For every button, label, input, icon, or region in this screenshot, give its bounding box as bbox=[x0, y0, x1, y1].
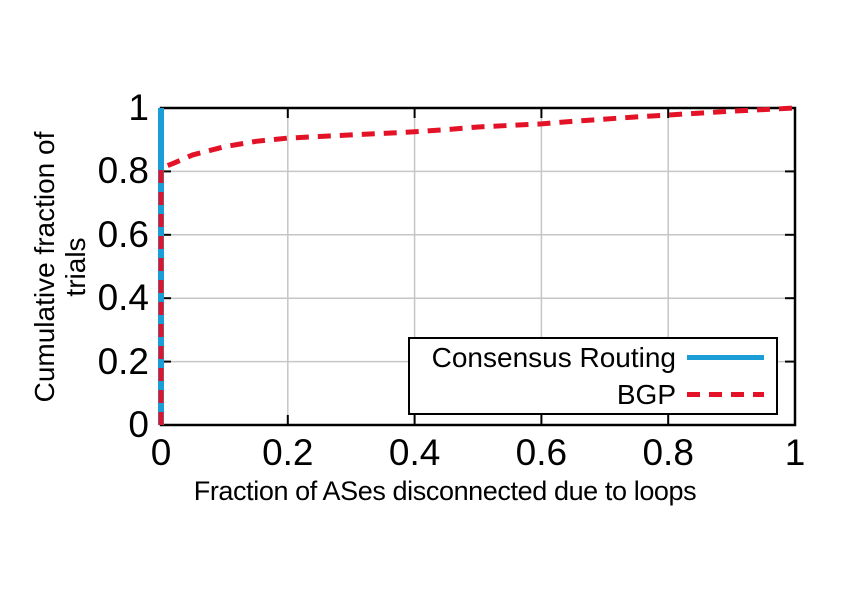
y-axis-title: Cumulative fraction of trials bbox=[29, 132, 91, 403]
consensus-routing-line-sample-icon bbox=[687, 355, 764, 360]
bgp-dashed-line-sample-icon bbox=[687, 392, 764, 397]
y-tick-label: 0 bbox=[128, 404, 149, 445]
legend: Consensus Routing BGP bbox=[408, 337, 778, 415]
x-tick-label: 0.6 bbox=[515, 432, 568, 473]
y-tick-label: 0.2 bbox=[97, 340, 149, 382]
x-tick-label: 1 bbox=[784, 432, 806, 473]
y-axis-title-line1: Cumulative fraction of bbox=[29, 131, 60, 403]
x-axis-title: Fraction of ASes disconnected due to loo… bbox=[193, 476, 697, 506]
legend-label-consensus-routing: Consensus Routing bbox=[431, 341, 676, 373]
x-tick-label: 0.4 bbox=[388, 432, 441, 473]
x-tick-label: 0 bbox=[150, 432, 172, 473]
y-tick-label: 0.4 bbox=[97, 277, 149, 319]
legend-row-consensus-routing: Consensus Routing bbox=[410, 339, 776, 376]
y-tick-label: 1 bbox=[128, 87, 149, 128]
y-tick-label: 0.6 bbox=[97, 213, 149, 255]
y-tick-label: 0.8 bbox=[97, 150, 149, 192]
x-tick-label: 0.2 bbox=[262, 432, 314, 473]
legend-label-bgp: BGP bbox=[616, 378, 676, 410]
series-line-bgp bbox=[158, 105, 796, 425]
x-tick-label: 0.8 bbox=[642, 432, 694, 473]
legend-row-bgp: BGP bbox=[410, 376, 776, 413]
y-axis-title-line2: trials bbox=[60, 237, 91, 297]
